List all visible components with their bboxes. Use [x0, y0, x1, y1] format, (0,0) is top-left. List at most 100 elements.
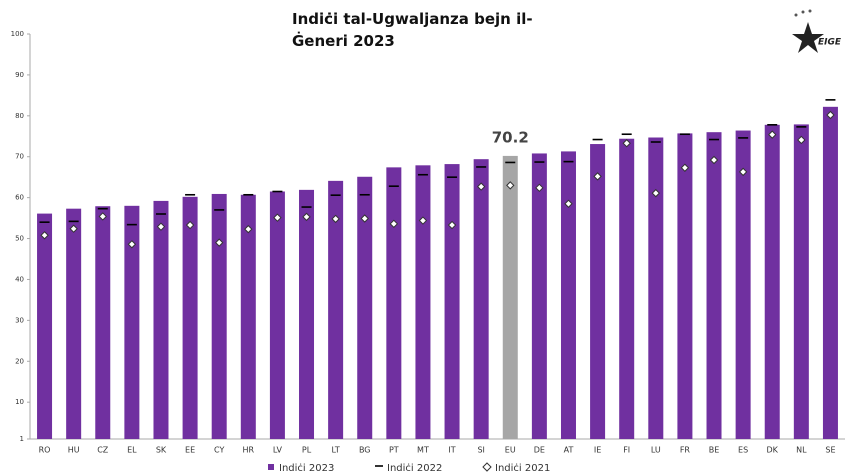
x-tick-label: NL: [796, 446, 807, 455]
bar: [66, 208, 82, 439]
diamond-marker: [768, 130, 777, 139]
diamond-marker: [185, 220, 195, 230]
legend-label: Indiċi 2023: [279, 463, 334, 474]
x-tick-label: EU: [505, 446, 516, 455]
diamond-marker: [826, 110, 835, 120]
diamond-marker: [797, 135, 806, 145]
y-tick-label: 80: [15, 112, 24, 120]
legend-swatch: [482, 462, 492, 472]
logo-star: [792, 22, 824, 53]
bar: [473, 159, 489, 439]
x-tick-label: BE: [709, 446, 720, 455]
bar: [560, 151, 576, 439]
diamond-marker: [418, 216, 428, 225]
diamond-marker: [156, 222, 166, 231]
diamond-marker: [447, 220, 457, 230]
diamond-marker: [273, 213, 282, 222]
x-tick-label: ES: [738, 446, 748, 455]
bar: [182, 196, 198, 439]
x-tick-label: PL: [302, 446, 312, 455]
bar: [386, 167, 402, 439]
x-tick-label: LV: [273, 446, 283, 455]
bar: [648, 137, 664, 439]
x-tick-label: AT: [564, 446, 574, 455]
x-tick-label: RO: [39, 446, 51, 455]
diamond-marker: [127, 240, 137, 249]
y-tick-label: 50: [15, 235, 24, 243]
diamond-marker: [622, 139, 631, 148]
legend-label: Indiċi 2022: [387, 463, 442, 474]
y-tick-label: 20: [15, 357, 24, 365]
diamond-marker: [331, 214, 340, 224]
logo-dot: [794, 13, 798, 17]
bar: [764, 124, 780, 440]
bar: [444, 164, 460, 439]
diamond-marker: [214, 238, 224, 247]
x-tick-label: SK: [156, 446, 167, 455]
x-tick-label: CY: [214, 446, 224, 455]
bar: [269, 191, 285, 439]
x-tick-label: DE: [534, 446, 545, 455]
bar: [153, 200, 169, 439]
bar: [619, 138, 635, 439]
y-tick-label: 1: [20, 435, 24, 443]
diamond-marker: [506, 181, 515, 190]
bar: [240, 194, 256, 439]
bar: [124, 205, 140, 439]
logo-text: EIGE: [818, 38, 842, 48]
bar: [822, 106, 838, 440]
bar: [299, 189, 315, 439]
diamond-marker: [244, 224, 253, 234]
x-tick-label: LU: [651, 446, 661, 455]
x-tick-label: PT: [389, 446, 399, 455]
x-tick-label: EE: [185, 446, 195, 455]
x-tick-label: LT: [332, 446, 340, 455]
diamond-marker: [709, 155, 719, 165]
bar: [735, 130, 751, 439]
x-tick-label: BG: [359, 446, 371, 455]
bar: [706, 132, 722, 439]
bar: [37, 213, 53, 439]
diamond-marker: [564, 199, 573, 208]
y-tick-label: 30: [15, 316, 24, 324]
logo-dot: [808, 9, 812, 13]
logo: EIGE: [792, 9, 842, 53]
x-tick-label: SE: [825, 446, 835, 455]
x-tick-label: HR: [243, 446, 255, 455]
bar: [328, 180, 344, 439]
x-tick-label: IE: [594, 446, 601, 455]
bar: [590, 144, 606, 439]
diamond-marker: [738, 167, 748, 177]
chart-title: Indiċi tal-Ugwaljanza bejn il-Ġeneri 202…: [292, 10, 533, 50]
diamond-marker: [476, 182, 486, 191]
diamond-marker: [302, 212, 311, 222]
x-tick-label: FR: [680, 446, 691, 455]
logo-dot: [801, 10, 805, 14]
diamond-marker: [98, 212, 107, 221]
diamond-marker: [593, 172, 602, 181]
bar: [415, 165, 431, 439]
bar: [95, 206, 111, 439]
diamond-marker: [360, 214, 369, 223]
y-tick-label: 90: [15, 71, 24, 79]
bar: [211, 193, 227, 439]
diamond-marker: [651, 188, 661, 198]
x-tick-label: FI: [623, 446, 630, 455]
diamond-marker: [680, 163, 690, 172]
x-tick-label: MT: [417, 446, 429, 455]
diamond-marker: [389, 219, 399, 229]
x-tick-label: CZ: [97, 446, 109, 455]
bar: [357, 176, 373, 440]
diamond-marker: [40, 231, 49, 240]
x-tick-label: IT: [448, 446, 455, 455]
y-tick-label: 10: [15, 398, 24, 406]
x-tick-label: DK: [767, 446, 779, 455]
y-tick-label: 60: [15, 194, 24, 202]
y-tick-label: 70: [15, 153, 24, 161]
bar: [677, 133, 693, 439]
bar: [793, 124, 809, 439]
bar: [502, 155, 518, 439]
y-tick-label: 40: [15, 275, 24, 283]
x-tick-label: SI: [477, 446, 484, 455]
